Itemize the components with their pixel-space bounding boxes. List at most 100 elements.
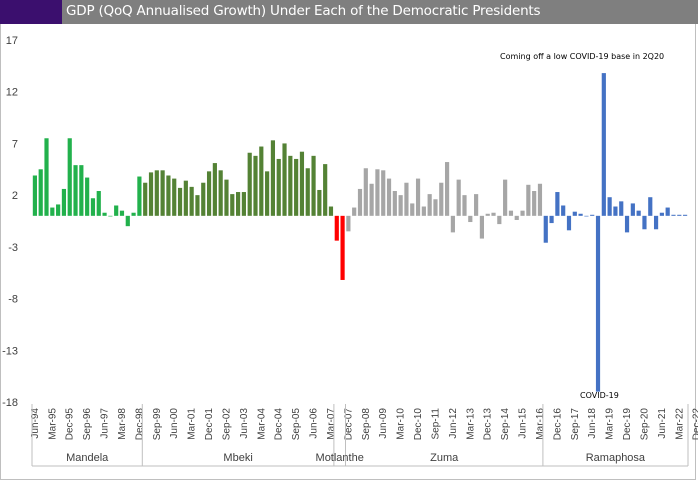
bar [311,155,316,216]
x-tick-label: Sep-02 [222,408,233,441]
y-axis: 17 12 7 2 -3 -8 -13 -18 [2,35,18,409]
bar [183,180,188,216]
bar [642,215,647,230]
bar [444,162,450,216]
x-tick-label: Dec-19 [622,408,633,441]
president-label: Mbeki [223,452,252,464]
bar [61,188,67,216]
bar [456,179,461,216]
x-tick-label: Sep-08 [361,408,372,441]
y-tick-label: 7 [12,138,18,150]
president-label: Mandela [66,452,109,464]
bar [357,188,363,216]
bar [299,151,305,216]
x-tick-label: Sep-17 [570,408,581,441]
bar [218,170,223,216]
bar [67,138,72,216]
bar [526,184,531,216]
bar [415,178,421,216]
bar [421,206,426,216]
x-tick-label: Mar-98 [117,408,128,440]
x-tick-label: Jun-18 [587,408,598,439]
bar [537,183,543,216]
bar [125,215,130,227]
bar [462,195,467,216]
bar [96,191,101,216]
x-tick-label: Dec-01 [204,408,215,441]
bar [166,175,171,216]
x-tick-label: Jun-09 [378,408,389,439]
bar [555,192,560,216]
bar [265,171,270,216]
x-tick-label: Jun-12 [448,408,459,439]
bar [677,214,682,216]
x-tick-label: Mar-10 [396,408,407,440]
x-tick-label: Mar-19 [605,408,616,440]
bar [38,169,43,216]
bar [375,169,380,216]
bar [352,207,357,216]
bar [294,158,299,216]
bar [566,215,572,231]
bar [340,215,345,280]
bar [468,215,473,223]
y-tick-label: -13 [2,345,18,357]
x-tick-label: Jun-94 [30,408,41,439]
bar [381,170,386,216]
bar [514,215,519,220]
president-label: Ramaphosa [586,452,646,464]
bar [369,183,374,216]
bar [503,179,508,216]
bar [288,155,293,216]
bar [334,215,339,241]
bar [177,187,183,216]
bar [665,207,670,216]
bar [450,215,455,233]
x-tick-label: Sep-96 [82,408,93,441]
bar [108,215,113,217]
x-tick-label: Sep-99 [152,408,163,441]
x-tick-label: Jun-03 [239,408,250,439]
bar [305,168,310,216]
bar [648,197,653,216]
bar [363,168,368,216]
x-tick-label: Mar-07 [326,408,337,440]
bar [195,195,200,216]
bar [253,155,258,216]
x-tick-label: Dec-22 [692,408,698,441]
x-tick-label: Sep-11 [431,408,442,440]
brand-swatch [0,0,62,24]
annotation-covid: COVID-19 [580,391,619,400]
y-tick-label: 2 [12,190,18,202]
bar [79,165,84,216]
bar [439,182,444,216]
bar [404,182,409,216]
bar [50,207,55,216]
bar [386,178,392,216]
bar [90,198,96,216]
bar [671,214,676,216]
bar [613,206,618,216]
bar [520,210,525,216]
chart-frame [0,24,696,480]
bar [236,192,241,216]
bar [160,170,165,216]
bar [595,215,601,392]
bar [479,215,484,239]
chart-title: GDP (QoQ Annualised Growth) Under Each o… [66,3,541,19]
bar [119,210,125,216]
bar [131,212,136,216]
bar [549,215,554,224]
x-tick-label: Dec-13 [483,408,494,441]
bar [189,186,194,216]
bar [102,212,107,216]
chart-header: GDP (QoQ Annualised Growth) Under Each o… [0,0,698,24]
bar [137,176,142,216]
y-tick-label: 12 [6,87,18,99]
bar [143,182,148,216]
president-groups: Mandela Mbeki Motlanthe Zuma Ramaphosa [31,404,689,467]
bar [398,195,403,216]
bar [561,205,566,216]
bar [212,163,217,216]
